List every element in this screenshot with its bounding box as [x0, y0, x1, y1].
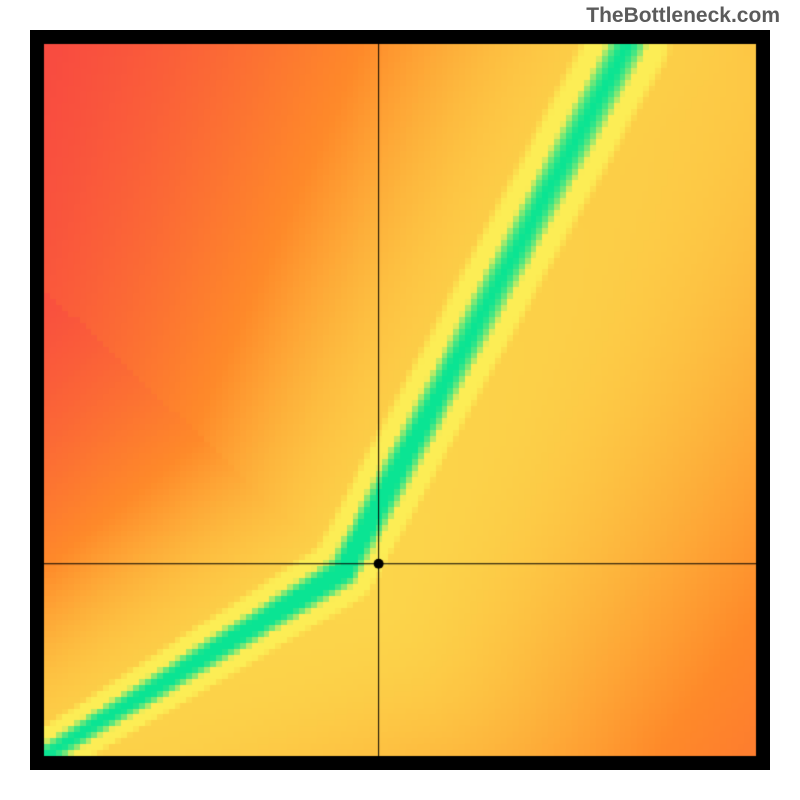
page-root: TheBottleneck.com: [0, 0, 800, 800]
watermark-text: TheBottleneck.com: [586, 4, 780, 28]
heatmap-chart: [30, 30, 770, 770]
heatmap-canvas: [30, 30, 770, 770]
